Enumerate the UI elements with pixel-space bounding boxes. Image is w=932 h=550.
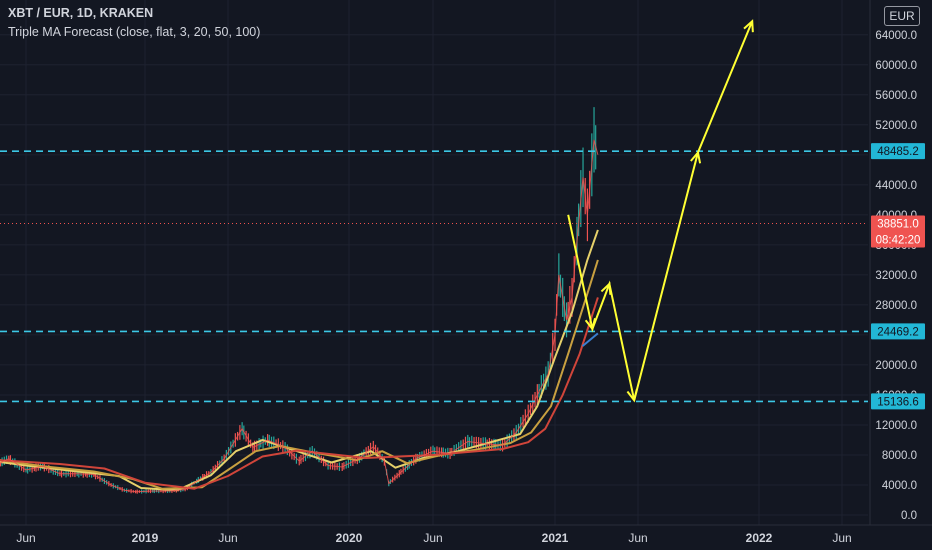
y-tick-label: 52000.0 [875, 120, 917, 132]
level-price-label-bg [871, 323, 925, 340]
forecast-arrowhead [743, 19, 754, 33]
price-line [0, 139, 599, 493]
y-tick-label: 60000.0 [875, 60, 917, 72]
last-price-label-bg [871, 215, 925, 248]
x-tick-label: 2022 [746, 531, 773, 545]
y-tick-label: 44000.0 [875, 180, 917, 192]
y-tick-label: 8000.0 [882, 450, 917, 462]
ma-forecast-mark [581, 332, 599, 347]
candles [0, 107, 597, 494]
y-tick-label: 64000.0 [875, 30, 917, 42]
level-price-label-bg [871, 143, 925, 160]
level-price-label-bg [871, 393, 925, 410]
y-tick-label: 12000.0 [875, 420, 917, 432]
y-tick-label: 56000.0 [875, 90, 917, 102]
level-price-label: 24469.2 [877, 326, 919, 338]
x-tick-label: 2020 [336, 531, 363, 545]
y-tick-label: 20000.0 [875, 360, 917, 372]
forecast-path-line [567, 20, 754, 401]
bar-countdown-label: 08:42:20 [876, 234, 921, 246]
y-tick-label: 0.0 [901, 510, 917, 522]
x-tick-label: Jun [832, 531, 851, 545]
moving-average-line [0, 297, 599, 490]
level-price-label: 48485.2 [877, 146, 919, 158]
forecast-arrowhead [626, 389, 638, 403]
x-tick-label: Jun [423, 531, 442, 545]
x-tick-label: Jun [218, 531, 237, 545]
level-price-label: 15136.6 [877, 396, 919, 408]
y-tick-label: 32000.0 [875, 270, 917, 282]
x-tick-label: 2021 [542, 531, 569, 545]
currency-selector-button[interactable]: EUR [884, 6, 920, 26]
last-price-label: 38851.0 [877, 218, 919, 230]
forecast-arrowhead [690, 150, 702, 164]
y-tick-label: 4000.0 [882, 480, 917, 492]
moving-average-line [0, 259, 599, 490]
forecast-arrowhead [584, 317, 596, 332]
x-tick-label: Jun [16, 531, 35, 545]
grid-lines [0, 0, 868, 525]
x-tick-label: 2019 [132, 531, 159, 545]
y-tick-label: 28000.0 [875, 300, 917, 312]
indicator-title: Triple MA Forecast (close, flat, 3, 20, … [8, 25, 261, 39]
forecast-arrowhead [600, 281, 612, 295]
symbol-title: XBT / EUR, 1D, KRAKEN [8, 6, 154, 20]
x-tick-label: Jun [628, 531, 647, 545]
